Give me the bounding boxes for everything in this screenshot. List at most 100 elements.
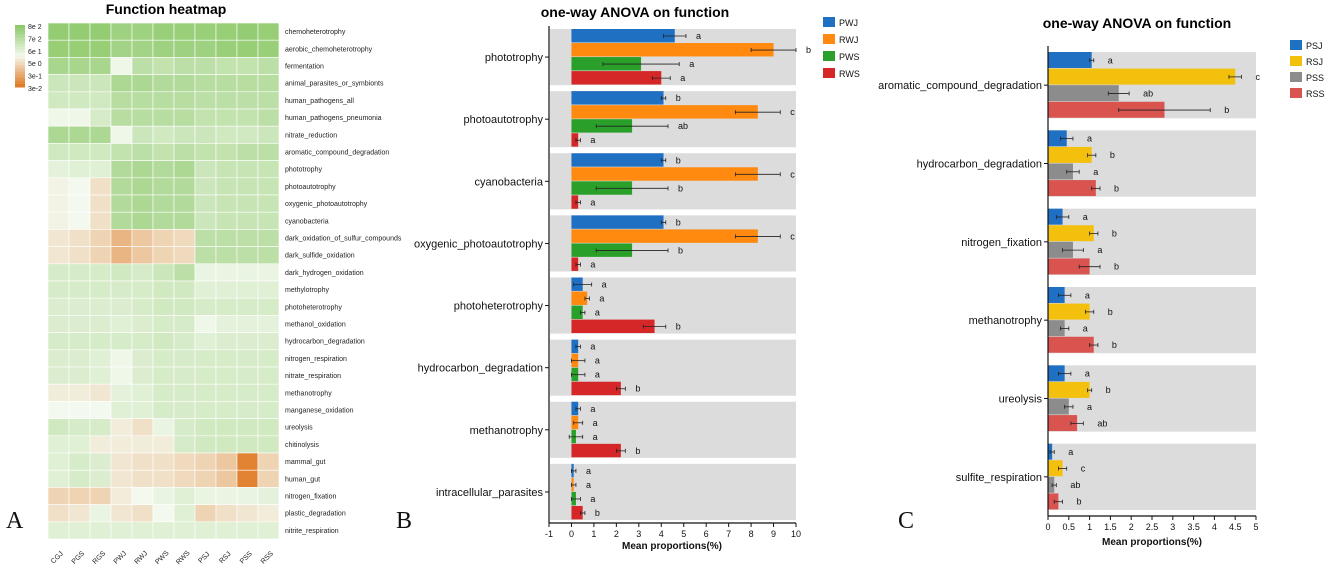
significance-letter: a: [1093, 167, 1098, 177]
heatmap-cell: [89, 418, 112, 437]
significance-letter: a: [1087, 134, 1092, 144]
heatmap-cell: [89, 297, 112, 316]
heatmap-cell: [89, 125, 112, 144]
significance-letter: b: [1106, 385, 1111, 395]
heatmap-cell: [215, 91, 238, 110]
heatmap-cell: [89, 211, 112, 230]
heatmap-cell: [89, 349, 112, 368]
heatmap-cell: [215, 263, 238, 282]
bar-psj: [1048, 52, 1092, 68]
heatmap-column-label: RSS: [260, 550, 275, 565]
heatmap-cell: [194, 418, 217, 437]
heatmap-column-label: RWJ: [134, 550, 150, 566]
heatmap-cell: [257, 487, 280, 505]
heatmap-row-label: fermentation: [285, 64, 324, 71]
heatmap-cell: [215, 229, 238, 247]
heatmap-cell: [131, 469, 154, 488]
heatmap-cell: [47, 332, 70, 351]
heatmap-cell: [110, 74, 133, 93]
bar-pwj: [571, 401, 579, 416]
heatmap-cell: [173, 74, 196, 93]
bar-pwj: [571, 153, 664, 167]
heatmap-cell: [257, 57, 280, 75]
bar-rss: [1048, 258, 1090, 275]
heatmap-cell: [47, 435, 70, 454]
heatmap-cell: [257, 418, 280, 437]
heatmap-cell: [47, 177, 70, 196]
heatmap-row-label: human_pathogens_all: [285, 98, 354, 105]
heatmap-cell: [110, 521, 133, 540]
bar-rws: [571, 381, 621, 396]
significance-letter: b: [1224, 105, 1229, 115]
heatmap-legend-swatch: [15, 34, 25, 38]
heatmap-cell: [47, 246, 70, 265]
heatmap-cell: [131, 91, 154, 110]
heatmap-cell: [131, 435, 154, 454]
heatmap-legend-swatch: [15, 83, 25, 88]
bar-pss: [1048, 241, 1073, 258]
heatmap-cell: [215, 22, 238, 41]
heatmap-cell: [257, 160, 280, 179]
heatmap-cell: [68, 74, 91, 93]
significance-letter: b: [1114, 262, 1119, 272]
heatmap-cell: [173, 315, 196, 333]
heatmap-cell: [257, 401, 280, 419]
heatmap-cell: [110, 315, 133, 333]
heatmap-cell: [110, 401, 133, 419]
heatmap-cell: [236, 74, 259, 93]
heatmap-row-label: oxygenic_photoautotrophy: [285, 201, 368, 208]
heatmap-cell: [110, 469, 133, 488]
heatmap-cell: [194, 383, 217, 402]
heatmap-cell: [152, 297, 175, 316]
heatmap-cell: [131, 22, 154, 41]
heatmap-cell: [257, 383, 280, 402]
heatmap-row-label: animal_parasites_or_symbionts: [285, 81, 384, 88]
x-tick-label: 8: [749, 529, 754, 539]
bar-rws: [571, 257, 579, 271]
heatmap-row-label: dark_oxidation_of_sulfur_compounds: [285, 236, 402, 243]
heatmap-row-label: photoheterotrophy: [285, 304, 342, 311]
legend-label: PSS: [1306, 73, 1324, 83]
heatmap-legend-swatch: [15, 62, 25, 66]
heatmap-cell: [89, 452, 112, 471]
x-tick-label: 6: [704, 529, 709, 539]
significance-letter: b: [1112, 229, 1117, 239]
bar-psj: [1048, 208, 1063, 225]
heatmap-cell: [152, 125, 175, 144]
heatmap-cell: [152, 211, 175, 230]
heatmap-cell: [152, 487, 175, 505]
heatmap-legend-swatch: [15, 59, 25, 63]
heatmap-cell: [257, 211, 280, 230]
heatmap-row-label: aerobic_chemoheterotrophy: [285, 46, 373, 53]
heatmap-cell: [68, 211, 91, 230]
heatmap-cell: [173, 177, 196, 196]
category-label: aromatic_compound_degradation: [878, 80, 1042, 92]
heatmap-cell: [131, 366, 154, 385]
heatmap-cell: [110, 263, 133, 282]
significance-letter: a: [1068, 447, 1073, 457]
significance-letter: b: [1114, 183, 1119, 193]
heatmap-cell: [257, 366, 280, 385]
heatmap-cell: [68, 194, 91, 213]
heatmap-cell: [110, 108, 133, 127]
heatmap-row-label: phototrophy: [285, 167, 322, 174]
heatmap-cell: [236, 435, 259, 454]
heatmap-cell: [257, 280, 280, 299]
heatmap-cell: [68, 332, 91, 351]
heatmap-row-label: methanotrophy: [285, 390, 332, 397]
heatmap-cell: [47, 452, 70, 471]
heatmap-cell: [131, 383, 154, 402]
heatmap-cell: [47, 125, 70, 144]
heatmap-cell: [68, 521, 91, 540]
heatmap-cell: [194, 435, 217, 454]
heatmap-cell: [194, 22, 217, 41]
heatmap-cell: [131, 143, 154, 161]
heatmap-cell: [173, 504, 196, 523]
chart-b-xlabel: Mean proportions(%): [622, 541, 722, 552]
bar-rwj: [571, 105, 758, 119]
heatmap-row-label: nitrite_respiration: [285, 528, 339, 535]
heatmap-cell: [152, 452, 175, 471]
bar-rwj: [571, 291, 588, 305]
heatmap-cell: [236, 39, 259, 58]
heatmap-cell: [110, 418, 133, 437]
